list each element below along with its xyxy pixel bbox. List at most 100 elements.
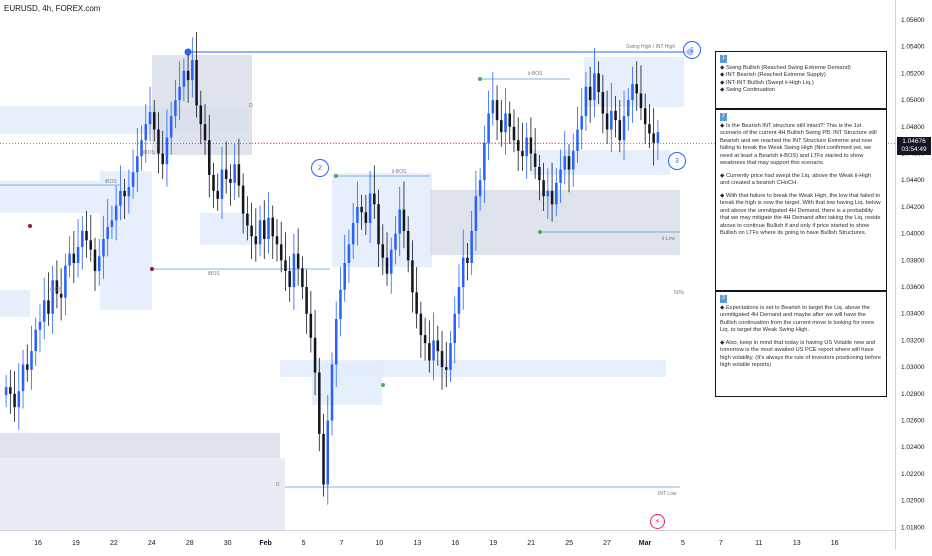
candle-body bbox=[461, 257, 465, 288]
candle-body bbox=[453, 313, 457, 344]
candle bbox=[174, 80, 177, 129]
candle-body bbox=[267, 217, 270, 239]
candle bbox=[339, 267, 342, 337]
candle-body bbox=[47, 300, 50, 314]
candle bbox=[491, 72, 495, 126]
candle-body bbox=[571, 150, 575, 170]
candle-body bbox=[466, 257, 469, 263]
candle bbox=[508, 101, 512, 145]
time-tick-label: 13 bbox=[793, 540, 801, 547]
time-axis[interactable]: 16 19 22 24 28 30 Feb 5 7 10 13 16 19 21 25 27 Mar 5 7 11 13… bbox=[0, 530, 895, 551]
scenario-badge-2[interactable]: 2 bbox=[311, 159, 329, 177]
candle bbox=[580, 88, 583, 150]
candle-body bbox=[263, 220, 266, 239]
candle bbox=[106, 198, 109, 257]
candle bbox=[119, 165, 122, 221]
candle-body bbox=[178, 86, 181, 101]
candle-body bbox=[288, 271, 291, 288]
candle bbox=[571, 133, 575, 187]
candle bbox=[313, 309, 317, 396]
candle-body bbox=[440, 351, 444, 368]
candle bbox=[504, 88, 507, 155]
candle-body bbox=[258, 220, 262, 245]
candle-body bbox=[17, 391, 21, 408]
zone-box bbox=[200, 213, 250, 245]
price-tick-label: 1.02000 bbox=[901, 498, 925, 505]
note-paragraph: ◆ Is the Bearish INT structure still int… bbox=[720, 122, 877, 167]
candle-body bbox=[538, 166, 541, 181]
price-chart[interactable]: Swing High / INT High iBOS iBOS iBOS iBOS ii-… bbox=[0, 0, 895, 530]
candle-body bbox=[368, 193, 372, 223]
candle-body bbox=[377, 204, 380, 245]
candle bbox=[601, 74, 605, 134]
candle bbox=[152, 100, 156, 142]
time-tick-label: 16 bbox=[831, 540, 839, 547]
candle-body bbox=[398, 209, 401, 234]
candle-body bbox=[4, 387, 8, 396]
chart-annotation: iBOS bbox=[50, 287, 62, 293]
time-tick-label: 19 bbox=[489, 540, 497, 547]
price-axis-labels: 1.05600 1.05400 1.05200 1.05000 1.04800 1.046… bbox=[901, 17, 925, 531]
candle-body bbox=[123, 190, 126, 197]
candle-body bbox=[271, 217, 275, 237]
time-tick-label: 7 bbox=[719, 540, 723, 547]
candle-body bbox=[182, 70, 186, 87]
candle bbox=[618, 100, 622, 153]
price-tick-label: 1.03000 bbox=[901, 364, 925, 371]
price-axis[interactable]: 1.05600 1.05400 1.05200 1.05000 1.04800 1.046… bbox=[895, 0, 932, 550]
candle bbox=[254, 208, 258, 262]
candle-body bbox=[415, 292, 418, 314]
candle-body bbox=[394, 233, 397, 250]
candle bbox=[4, 375, 8, 408]
candle bbox=[178, 61, 181, 121]
chart-area[interactable]: Swing High / INT High iBOS iBOS iBOS iBOS ii-… bbox=[0, 0, 895, 530]
candle-body bbox=[529, 137, 533, 154]
candle bbox=[288, 256, 291, 302]
candle-body bbox=[195, 60, 198, 106]
candle bbox=[195, 32, 198, 118]
candle-body bbox=[626, 100, 630, 117]
scenario-badge-3[interactable]: 3 bbox=[668, 152, 686, 170]
pivot-marker bbox=[186, 50, 190, 54]
note-item: ◆ INT Bearish (Reached Extreme Supply) bbox=[720, 72, 826, 78]
note-box-3: 3 ◆ Expectations is set to Bearish to ta… bbox=[715, 291, 887, 397]
chart-annotation: ii-BOS bbox=[528, 71, 543, 77]
candle bbox=[322, 413, 325, 497]
candle-body bbox=[224, 169, 228, 179]
candle-body bbox=[508, 113, 512, 127]
candle-body bbox=[246, 213, 249, 226]
candle-body bbox=[351, 222, 355, 245]
candle-body bbox=[131, 172, 135, 187]
candle bbox=[81, 216, 84, 270]
candle-body bbox=[555, 182, 558, 205]
zone-box bbox=[530, 150, 670, 175]
candle-body bbox=[470, 230, 473, 263]
candle-body bbox=[622, 116, 626, 141]
chart-annotation: iBOS bbox=[105, 179, 117, 185]
lightning-icon[interactable]: ⚡ bbox=[650, 514, 665, 529]
candle-body bbox=[305, 287, 308, 314]
candle bbox=[97, 238, 101, 286]
price-tick-label: 1.04800 bbox=[901, 124, 925, 131]
candle bbox=[246, 196, 249, 241]
candle bbox=[639, 65, 643, 121]
candle bbox=[284, 232, 287, 292]
price-tick-label: 1.02200 bbox=[901, 471, 925, 478]
candle bbox=[296, 228, 300, 286]
candle-body bbox=[495, 100, 499, 121]
candle bbox=[377, 189, 380, 268]
scenario-badge-1[interactable]: 1 bbox=[683, 41, 701, 59]
candle bbox=[588, 66, 592, 123]
note-box-2: 2 ◆ Is the Bearish INT structure still i… bbox=[715, 109, 887, 291]
candle-body bbox=[449, 343, 452, 370]
candle-body bbox=[406, 230, 410, 261]
candle-body bbox=[97, 256, 101, 272]
price-tick-label: 1.03400 bbox=[901, 311, 925, 318]
candle bbox=[334, 301, 338, 388]
time-tick-label: 5 bbox=[681, 540, 685, 547]
candle bbox=[263, 200, 266, 259]
time-tick-label: 19 bbox=[72, 540, 80, 547]
candle-body bbox=[432, 340, 435, 361]
candle-body bbox=[322, 433, 325, 485]
candle bbox=[191, 37, 194, 98]
